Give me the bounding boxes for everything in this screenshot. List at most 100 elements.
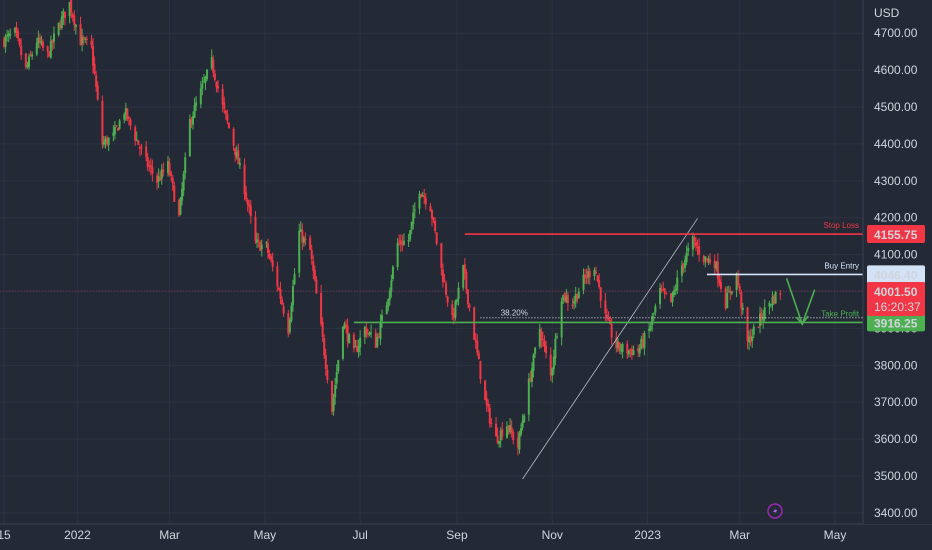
buy-entry-price-value: 4046.40 xyxy=(874,268,918,282)
candle-body xyxy=(334,385,337,398)
candle-body xyxy=(673,290,676,295)
candle-body xyxy=(282,306,285,314)
candle-body xyxy=(707,258,710,262)
stop-loss-price-tag[interactable] xyxy=(867,225,925,244)
candle-body xyxy=(167,161,170,173)
candle-body xyxy=(291,285,294,306)
candle-body xyxy=(106,137,109,145)
y-axis[interactable]: USD 3400.00 3500.00 3600.00 3700.00 3800.00 3… xyxy=(862,0,932,524)
candle-body xyxy=(301,230,304,243)
candle-body xyxy=(324,355,327,369)
candle-body xyxy=(571,304,574,306)
take-profit-price-value: 3916.25 xyxy=(874,316,918,330)
candle-body xyxy=(216,85,219,89)
candle-body xyxy=(509,425,512,433)
candle-body xyxy=(391,266,394,279)
candle-body xyxy=(621,344,624,352)
candle-body xyxy=(315,279,318,294)
candle-body xyxy=(455,299,458,302)
candle-body xyxy=(192,116,195,125)
candle-body xyxy=(335,372,338,384)
candle-body xyxy=(730,291,733,294)
candle-body xyxy=(640,338,643,348)
candle-body xyxy=(759,313,762,326)
trend-line[interactable] xyxy=(522,218,698,480)
take-profit-price-tag[interactable] xyxy=(867,313,925,332)
candle-body xyxy=(762,317,765,321)
candle-body xyxy=(726,293,729,309)
candle-body xyxy=(751,336,754,342)
candle-body xyxy=(138,146,141,149)
y-tick-label: 4600.00 xyxy=(874,63,918,77)
candle-body xyxy=(60,16,63,29)
candle-body xyxy=(3,38,5,47)
candle-body xyxy=(574,294,577,302)
candle-body xyxy=(709,259,712,263)
candle-body xyxy=(565,296,568,302)
candle-body xyxy=(385,305,388,315)
x-tick-label: 2023 xyxy=(634,528,661,542)
candle-body xyxy=(637,348,640,352)
y-tick-label: 4500.00 xyxy=(874,100,918,114)
candle-body xyxy=(281,299,284,305)
candle-body xyxy=(599,287,602,301)
candle-body xyxy=(246,200,249,205)
candle-body xyxy=(104,138,107,145)
candle-body xyxy=(659,288,662,305)
candle-body xyxy=(24,53,27,68)
stop-loss-price-value: 4155.75 xyxy=(874,228,918,242)
candle-body xyxy=(705,258,708,260)
candle-body xyxy=(746,307,749,342)
candle-body xyxy=(162,169,165,172)
candle-body xyxy=(573,301,576,304)
candle-body xyxy=(665,292,668,294)
stop-loss-label: Stop Loss xyxy=(823,221,859,230)
candle-body xyxy=(521,420,524,428)
candle-body xyxy=(527,378,530,415)
candle-body xyxy=(474,339,477,342)
candle-body xyxy=(160,169,163,179)
candle-body xyxy=(499,430,502,441)
candle-body xyxy=(610,324,613,338)
candle-body xyxy=(381,315,384,321)
candle-body xyxy=(387,298,390,308)
candle-body xyxy=(299,229,302,232)
candle-body xyxy=(468,304,471,308)
candle-body xyxy=(662,288,665,290)
candle-body xyxy=(719,281,722,289)
candle-body xyxy=(302,237,305,243)
candle-body xyxy=(279,288,282,299)
candle-body xyxy=(357,345,360,353)
candle-body xyxy=(171,177,174,184)
candle-body xyxy=(398,241,401,243)
x-tick-label: Nov xyxy=(542,528,563,542)
candle-body xyxy=(96,85,99,100)
x-tick-label: May xyxy=(824,528,847,542)
candle-body xyxy=(326,369,329,381)
candle-body xyxy=(757,326,760,328)
candle-body xyxy=(206,69,209,79)
candle-body xyxy=(388,290,391,301)
candle-body xyxy=(545,345,548,353)
candle-body xyxy=(473,307,476,340)
candle-body xyxy=(235,151,238,157)
candle-body xyxy=(484,380,487,401)
candle-body xyxy=(540,330,543,341)
candle-body xyxy=(418,193,421,209)
candle-body xyxy=(323,338,326,356)
candle-body xyxy=(124,108,127,115)
candle-body xyxy=(490,423,493,425)
candle-body xyxy=(538,329,541,347)
y-tick-label: 4300.00 xyxy=(874,174,918,188)
candle-body xyxy=(698,245,701,255)
candle-body xyxy=(4,36,7,47)
candle-body xyxy=(576,294,579,300)
candle-body xyxy=(595,272,598,274)
candle-body xyxy=(184,157,187,174)
current-price-tag[interactable] xyxy=(867,281,925,316)
buy-entry-price-tag[interactable] xyxy=(867,265,925,284)
candle-body xyxy=(516,438,519,448)
candle-body xyxy=(529,378,532,382)
lightning-icon[interactable] xyxy=(767,503,783,519)
